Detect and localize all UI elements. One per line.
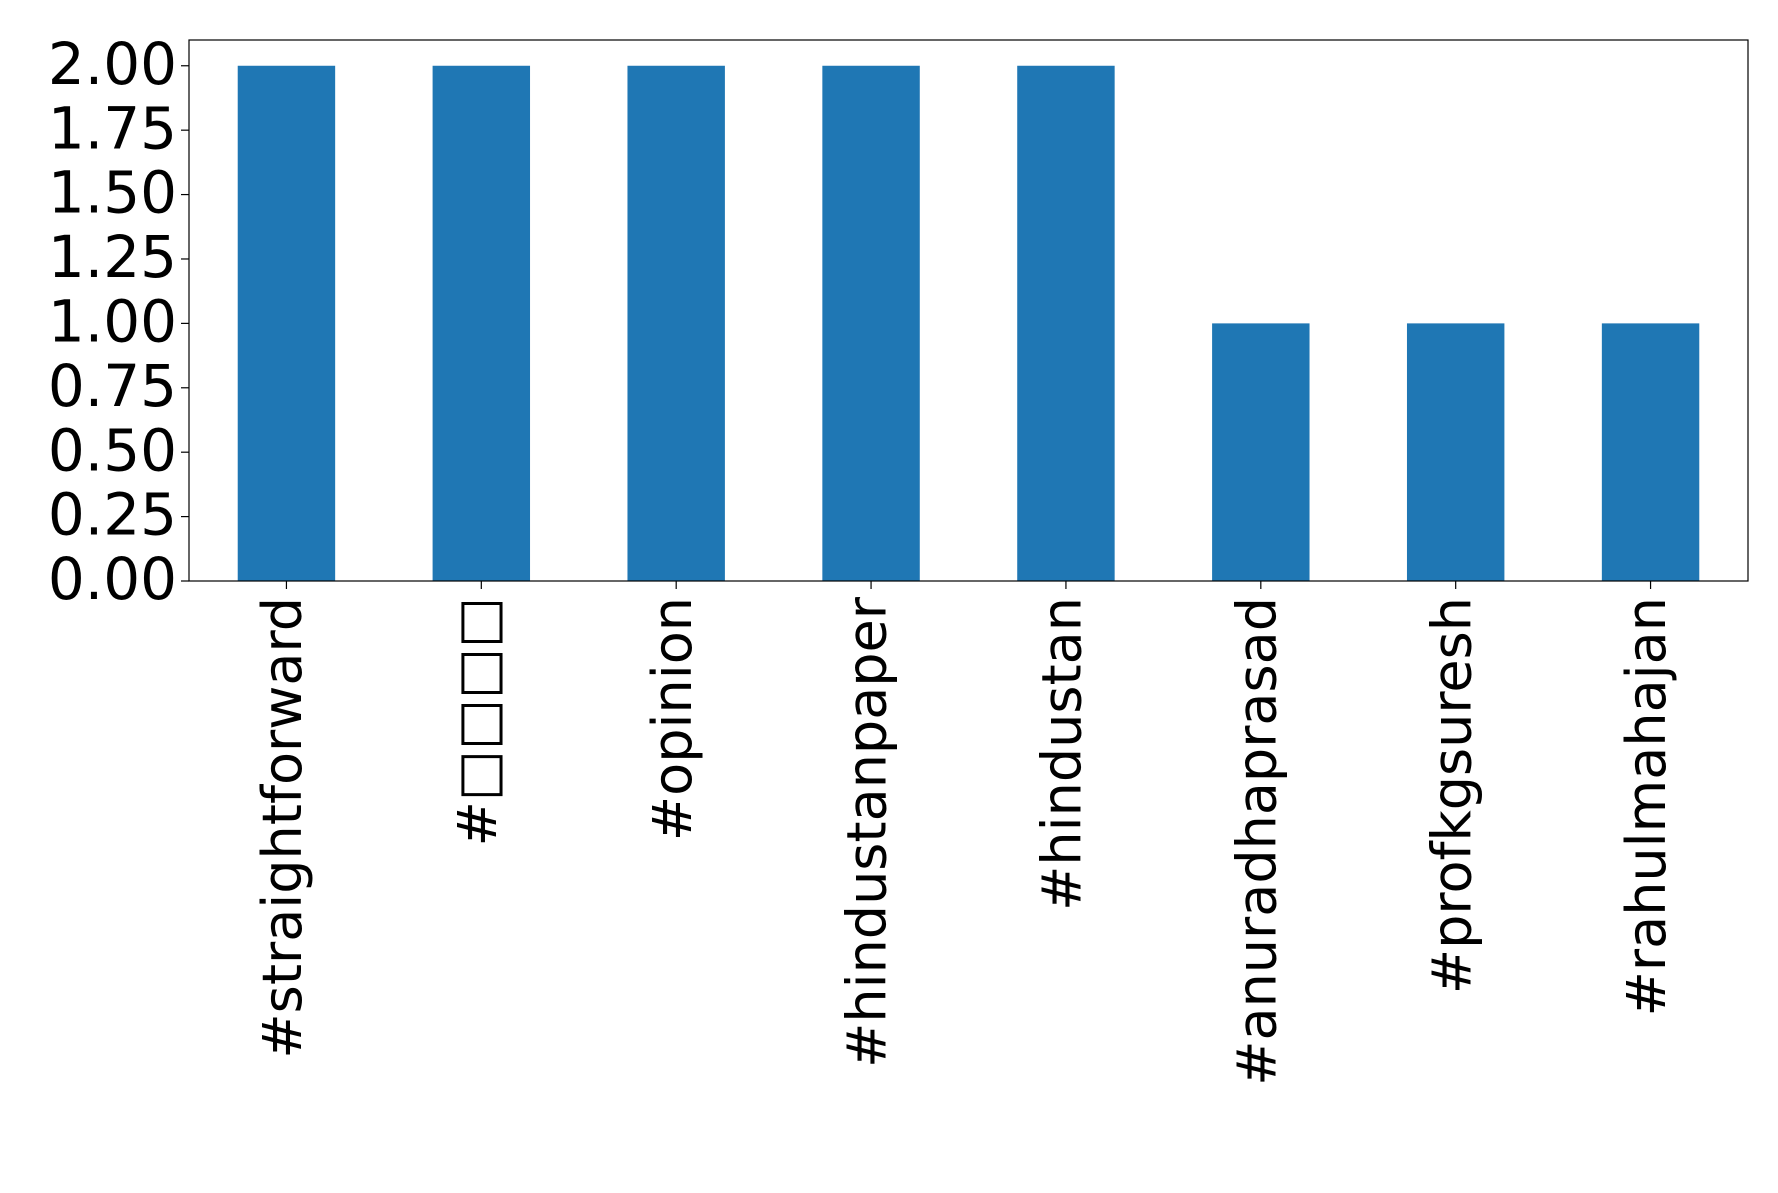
bar xyxy=(627,65,725,581)
x-tick-label: #straightforward xyxy=(251,597,314,1059)
x-tick-label: #opinion xyxy=(641,597,704,841)
bar xyxy=(1017,65,1115,581)
y-tick-label: 1.50 xyxy=(48,159,177,227)
y-tick-label: 0.75 xyxy=(48,352,177,420)
x-tick-label: #profkgsuresh xyxy=(1420,597,1483,994)
y-tick-label: 2.00 xyxy=(48,30,177,98)
x-tick-label: #rahulmahajan xyxy=(1615,597,1678,1016)
y-tick-label: 1.25 xyxy=(48,223,177,291)
bar xyxy=(1601,323,1700,581)
bar xyxy=(1406,323,1505,581)
x-tick-label: #hindustanpaper xyxy=(836,596,899,1068)
bar xyxy=(1212,323,1310,581)
bar xyxy=(237,65,336,581)
y-tick-label: 0.25 xyxy=(48,481,177,549)
y-tick-label: 1.00 xyxy=(48,287,177,355)
bar xyxy=(432,65,531,581)
y-tick-label: 0.00 xyxy=(48,545,177,613)
y-tick-label: 0.50 xyxy=(48,416,177,484)
y-tick-label: 1.75 xyxy=(48,94,177,162)
x-tick-label: #anuradhaprasad xyxy=(1225,597,1288,1086)
bar xyxy=(822,65,920,581)
x-tick-label: #□□□□ xyxy=(446,597,509,846)
plot-frame xyxy=(188,39,1749,582)
x-tick-label: #hindustan xyxy=(1031,597,1094,911)
